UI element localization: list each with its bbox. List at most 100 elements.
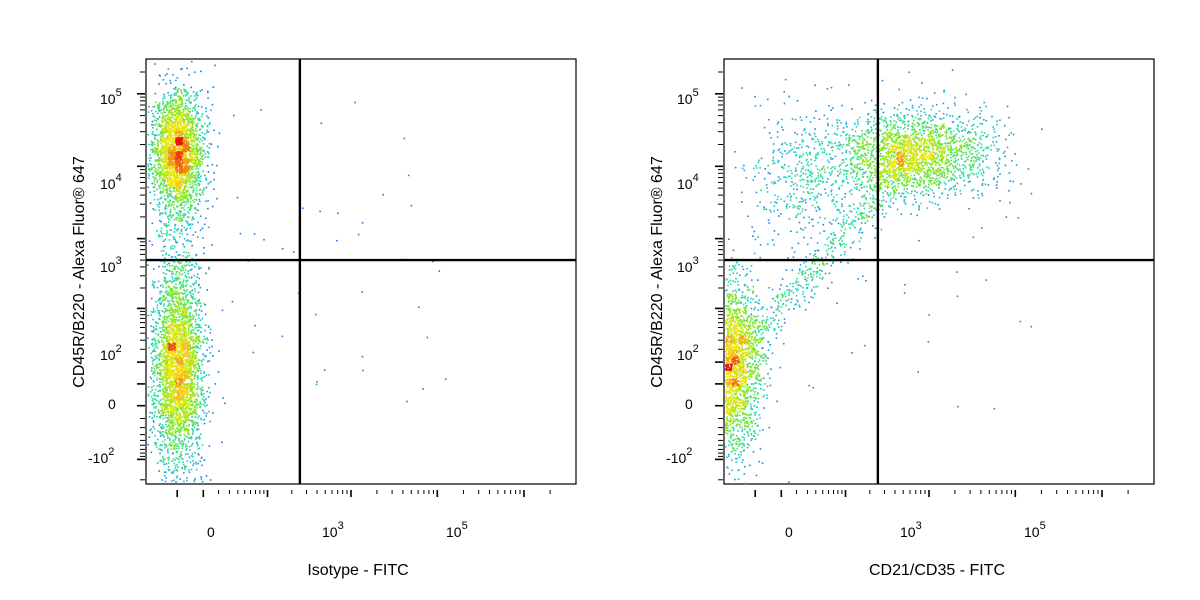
event-dot: [182, 207, 185, 209]
event-dot: [147, 134, 149, 136]
event-dot: [188, 369, 190, 372]
event-dot: [179, 375, 181, 377]
event-dot: [168, 201, 171, 204]
event-dot: [160, 181, 162, 184]
event-dot: [185, 335, 187, 338]
event-dot: [201, 464, 203, 467]
event-dot: [163, 138, 165, 141]
event-dot: [175, 365, 178, 367]
event-dot: [195, 166, 198, 169]
event-dot: [166, 381, 168, 384]
event-dot: [147, 337, 149, 339]
event-dot: [177, 110, 179, 113]
event-dot: [163, 176, 166, 178]
event-dot: [168, 292, 170, 295]
event-dot: [184, 115, 187, 117]
event-dot: [155, 444, 157, 446]
event-dot: [161, 177, 163, 180]
event-dot: [179, 422, 182, 424]
event-dot: [167, 309, 169, 311]
event-dot: [171, 373, 174, 375]
event-dot: [174, 225, 176, 227]
event-dot: [157, 309, 159, 312]
event-dot: [165, 142, 168, 145]
event-dot: [180, 198, 183, 201]
event-dot: [177, 336, 179, 338]
event-dot: [193, 107, 196, 109]
event-dot: [191, 121, 193, 124]
event-dot: [164, 118, 166, 121]
event-dot: [177, 176, 180, 178]
event-dot: [182, 214, 184, 217]
event-dot: [203, 174, 206, 177]
event-dot: [172, 310, 175, 312]
event-dot: [194, 400, 197, 403]
event-dot: [187, 136, 189, 138]
event-dot: [174, 400, 177, 402]
event-dot: [172, 331, 174, 333]
event-dot: [185, 320, 187, 322]
event-dot: [187, 428, 189, 430]
event-dot: [174, 325, 176, 328]
event-dot: [153, 285, 155, 287]
event-dot: [182, 412, 185, 414]
event-dot: [166, 73, 168, 75]
event-dot: [176, 91, 178, 94]
event-dot: [168, 368, 171, 371]
event-dot: [163, 107, 165, 109]
event-dot: [175, 340, 177, 342]
event-dot: [177, 447, 180, 450]
event-dot: [166, 166, 169, 168]
event-dot: [193, 386, 195, 389]
event-dot: [185, 420, 187, 423]
event-dot: [150, 451, 153, 454]
event-dot: [168, 304, 170, 307]
event-dot: [161, 291, 163, 293]
event-dot: [207, 200, 209, 202]
event-dot: [188, 393, 191, 396]
event-dot: [181, 334, 184, 336]
event-dot: [180, 149, 183, 151]
event-dot: [173, 424, 175, 426]
event-dot: [170, 429, 172, 431]
event-dot: [168, 204, 170, 206]
event-dot: [187, 328, 190, 330]
event-dot: [156, 364, 158, 366]
event-dot: [162, 190, 164, 193]
event-dot: [164, 105, 167, 108]
event-dot: [172, 396, 175, 399]
event-dot: [201, 88, 203, 91]
event-dot: [162, 389, 164, 392]
event-dot: [163, 305, 165, 307]
event-dot: [179, 269, 182, 271]
event-dot: [211, 244, 213, 246]
event-dot: [180, 211, 182, 213]
event-dot: [175, 145, 177, 147]
event-dot: [187, 273, 189, 275]
event-dot: [170, 94, 173, 97]
event-dot: [198, 415, 200, 417]
event-dot: [205, 272, 207, 275]
event-dot: [150, 143, 152, 146]
event-dot: [182, 198, 184, 200]
event-dot: [183, 251, 185, 253]
event-dot: [182, 108, 184, 111]
event-dot: [177, 324, 179, 327]
event-dot: [196, 445, 199, 447]
event-dot: [154, 209, 156, 211]
event-dot: [157, 341, 160, 343]
event-dot: [193, 147, 195, 150]
event-dot: [185, 364, 187, 367]
event-dot: [164, 238, 167, 241]
event-dot: [158, 74, 161, 76]
event-dot: [163, 347, 165, 349]
event-dot: [189, 407, 191, 410]
event-dot: [167, 141, 170, 143]
event-dot: [178, 412, 181, 414]
event-dot: [205, 475, 208, 477]
event-dot: [185, 447, 188, 450]
event-dot: [194, 139, 197, 141]
event-dot: [183, 292, 186, 295]
event-dot: [164, 326, 167, 329]
event-dot: [194, 153, 197, 155]
